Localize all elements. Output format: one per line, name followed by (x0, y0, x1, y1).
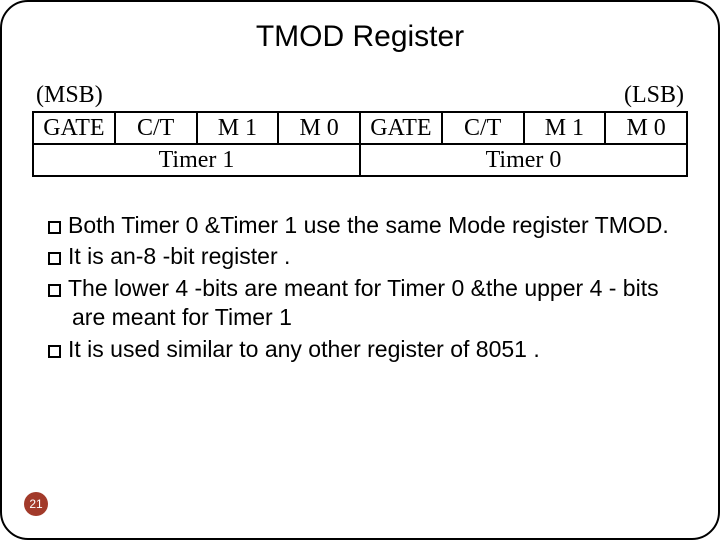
bit-cell: C/T (442, 112, 524, 144)
bullet-text: It is used similar to any other register… (68, 336, 540, 362)
bit-cell: M 0 (278, 112, 360, 144)
bullet-text: The lower 4 -bits are meant for Timer 0 … (68, 275, 659, 330)
group-cell-timer1: Timer 1 (33, 144, 360, 176)
bullet-item: The lower 4 -bits are meant for Timer 0 … (48, 274, 678, 333)
bullet-box-icon (48, 345, 61, 358)
bullet-text: Both Timer 0 &Timer 1 use the same Mode … (68, 212, 669, 238)
group-cell-timer0: Timer 0 (360, 144, 687, 176)
bit-cell: M 0 (605, 112, 687, 144)
bit-cell: GATE (33, 112, 115, 144)
bullet-list: Both Timer 0 &Timer 1 use the same Mode … (48, 211, 678, 364)
bullet-item: It is an-8 -bit register . (48, 242, 678, 271)
slide-title: TMOD Register (2, 20, 718, 54)
msb-label: (MSB) (36, 82, 103, 109)
bullet-box-icon (48, 252, 61, 265)
page-number-badge: 21 (24, 492, 48, 516)
register-table: GATE C/T M 1 M 0 GATE C/T M 1 M 0 Timer … (32, 111, 688, 177)
groups-row: Timer 1 Timer 0 (33, 144, 687, 176)
bit-cell: GATE (360, 112, 442, 144)
bullet-box-icon (48, 284, 61, 297)
bullet-item: It is used similar to any other register… (48, 335, 678, 364)
lsb-label: (LSB) (624, 82, 684, 109)
bullet-box-icon (48, 221, 61, 234)
register-diagram: (MSB) (LSB) GATE C/T M 1 M 0 GATE C/T M … (32, 82, 688, 177)
bits-row: GATE C/T M 1 M 0 GATE C/T M 1 M 0 (33, 112, 687, 144)
bullet-text: It is an-8 -bit register . (68, 243, 290, 269)
bit-end-labels: (MSB) (LSB) (32, 82, 688, 111)
bit-cell: M 1 (197, 112, 279, 144)
bit-cell: C/T (115, 112, 197, 144)
bit-cell: M 1 (524, 112, 606, 144)
bullet-item: Both Timer 0 &Timer 1 use the same Mode … (48, 211, 678, 240)
